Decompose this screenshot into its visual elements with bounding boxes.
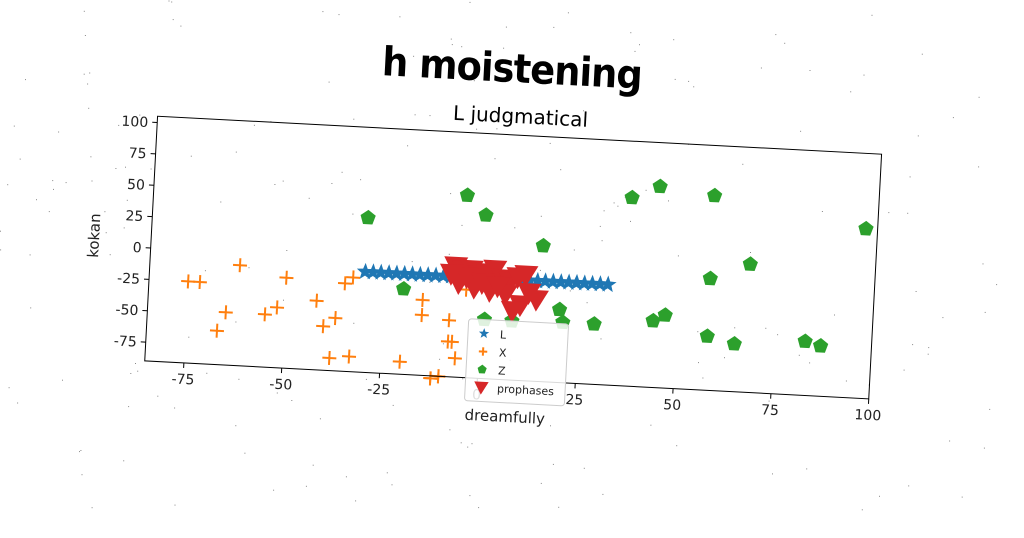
- x-tick-label: 50: [663, 397, 682, 414]
- data-point-x: [210, 323, 225, 338]
- y-axis-label: kokan: [84, 213, 104, 258]
- legend-label: X: [499, 346, 508, 359]
- x-tick-label: 75: [761, 402, 780, 419]
- x-axis-label: dreamfully: [464, 406, 545, 428]
- data-point-x: [316, 319, 331, 334]
- data-point-z: [535, 238, 551, 253]
- noise-speck: [872, 15, 873, 16]
- chart-title: L judgmatical: [452, 101, 588, 132]
- data-point-z: [652, 178, 668, 193]
- x-tick-label: -50: [269, 376, 293, 393]
- data-point-z: [726, 336, 742, 351]
- data-point-x: [279, 270, 294, 285]
- data-point-x: [328, 311, 343, 326]
- noise-speck: [175, 505, 176, 506]
- y-tick-label: 50: [127, 177, 146, 194]
- data-point-x: [448, 351, 463, 366]
- data-point-x: [193, 275, 208, 290]
- data-point-z: [552, 301, 568, 316]
- data-point-z: [858, 220, 874, 235]
- y-tick-label: -25: [117, 271, 141, 288]
- x-tick-label: -75: [171, 371, 195, 388]
- data-point-x: [309, 293, 324, 308]
- data-point-x: [218, 305, 233, 320]
- data-point-z: [459, 187, 475, 202]
- data-point-x: [414, 308, 429, 323]
- data-point-x: [322, 351, 337, 366]
- y-axis-ticks: -75 -50 -25 0 25 50 75 100: [110, 114, 158, 351]
- data-point-x: [442, 313, 457, 328]
- data-point-x: [423, 371, 438, 386]
- data-point-z: [396, 281, 412, 296]
- x-tick-label: 25: [565, 392, 584, 409]
- data-point-z: [586, 316, 602, 331]
- x-tick-label: -25: [367, 382, 391, 399]
- data-point-z: [702, 270, 718, 285]
- y-tick-label: 25: [125, 208, 144, 225]
- noise-speck: [92, 507, 93, 508]
- data-point-z: [360, 210, 376, 225]
- data-point-z: [699, 328, 715, 343]
- data-point-z: [742, 256, 758, 271]
- y-tick-label: -75: [113, 333, 137, 350]
- data-point-x: [342, 349, 357, 364]
- data-point-x: [233, 258, 248, 273]
- y-tick-label: -50: [115, 302, 139, 319]
- data-point-x: [270, 300, 285, 315]
- y-tick-label: 100: [121, 114, 149, 131]
- y-tick-label: 75: [128, 145, 147, 162]
- data-point-z: [707, 187, 723, 202]
- data-point-z: [797, 333, 813, 348]
- data-point-x: [392, 354, 407, 369]
- data-point-z: [813, 338, 829, 353]
- series-prophases: [437, 256, 550, 325]
- x-tick-label: 100: [854, 407, 882, 424]
- data-point-x: [258, 307, 273, 322]
- y-tick-label: 0: [132, 240, 142, 256]
- legend-label: Z: [498, 364, 507, 377]
- series-z: [355, 163, 876, 357]
- data-point-x: [415, 293, 430, 308]
- data-point-z: [624, 189, 640, 204]
- data-point-z: [478, 207, 494, 222]
